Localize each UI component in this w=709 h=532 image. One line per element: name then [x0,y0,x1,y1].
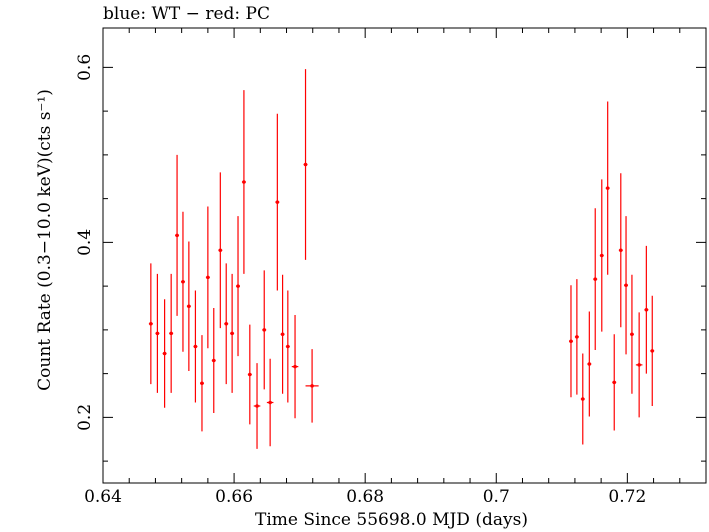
data-point [241,90,246,274]
x-tick-label: 0.66 [215,487,253,507]
data-point [205,206,210,349]
y-tick-label: 0.2 [75,404,95,431]
data-point [569,285,573,398]
data-marker [580,397,585,401]
x-tick-label: 0.64 [84,487,122,507]
data-point [303,69,308,260]
data-marker [275,200,280,204]
data-point [224,263,229,385]
data-point [148,263,153,385]
data-marker [650,349,655,353]
data-marker [303,162,308,167]
data-marker [169,331,173,336]
data-point [580,353,585,445]
data-point [599,179,604,332]
data-point [574,279,579,395]
y-tick-label: 0.6 [75,54,95,81]
data-point [305,349,319,423]
data-point [230,273,235,393]
data-point [629,274,634,394]
data-point [650,295,655,406]
x-tick-label: 0.68 [346,487,384,507]
data-marker [624,283,628,288]
data-point [247,324,252,425]
data-point [162,299,167,408]
y-tick-label: 0.4 [75,229,95,256]
data-point [186,241,191,371]
data-marker [175,233,179,238]
data-point [285,290,290,403]
data-marker [310,384,314,388]
data-point [605,101,610,275]
data-points [148,69,655,449]
data-marker [637,363,641,367]
data-marker [218,248,223,253]
data-marker [155,331,160,336]
axis-ticks: 0.64 0.66 0.68 0.7 0.72 0.2 0.4 0.6 [75,28,706,507]
data-marker [286,344,290,349]
data-marker [162,351,167,356]
data-point [155,273,160,393]
plot-frame [102,27,707,484]
data-marker [242,180,246,184]
data-marker [181,279,185,284]
data-point [275,113,280,291]
data-marker [230,331,234,336]
data-point [624,216,629,355]
data-point [587,311,592,417]
data-marker [262,328,267,332]
data-marker [612,380,617,385]
y-axis-label: Count Rate (0.3−10.0 keV)(cts s⁻¹) [35,89,55,391]
data-marker [149,321,153,326]
data-point [218,172,223,329]
data-marker [193,344,198,349]
x-tick-label: 0.72 [608,487,646,507]
data-point [618,173,623,328]
data-point [612,334,617,431]
data-point [236,216,240,357]
data-point [593,208,598,350]
data-marker [618,248,623,253]
chart-title: blue: WT − red: PC [103,4,270,24]
data-point [175,154,180,316]
data-marker [293,364,297,369]
data-marker [575,335,579,339]
data-marker [211,358,216,363]
data-marker [248,372,252,377]
data-marker [200,381,204,386]
data-point [644,245,649,374]
data-marker [644,307,649,312]
data-marker [280,332,285,337]
data-point [280,274,285,394]
x-tick-label: 0.7 [483,487,510,507]
data-marker [569,339,573,344]
data-marker [255,404,259,408]
x-axis-label: Time Since 55698.0 MJD (days) [255,510,528,530]
data-point [635,312,643,418]
data-marker [593,277,598,281]
data-point [291,315,299,419]
data-point [253,363,261,449]
data-point [200,335,204,432]
data-point [180,211,185,352]
data-point [193,290,198,403]
data-marker [630,332,634,337]
data-marker [605,186,610,190]
data-marker [206,275,210,280]
data-marker [224,321,229,326]
data-point [211,308,216,413]
data-marker [187,304,191,309]
data-marker [587,362,592,366]
data-point [262,270,267,390]
data-point [169,273,174,393]
data-point [266,358,274,447]
data-marker [599,253,604,258]
data-marker [236,284,240,288]
data-marker [268,400,272,405]
